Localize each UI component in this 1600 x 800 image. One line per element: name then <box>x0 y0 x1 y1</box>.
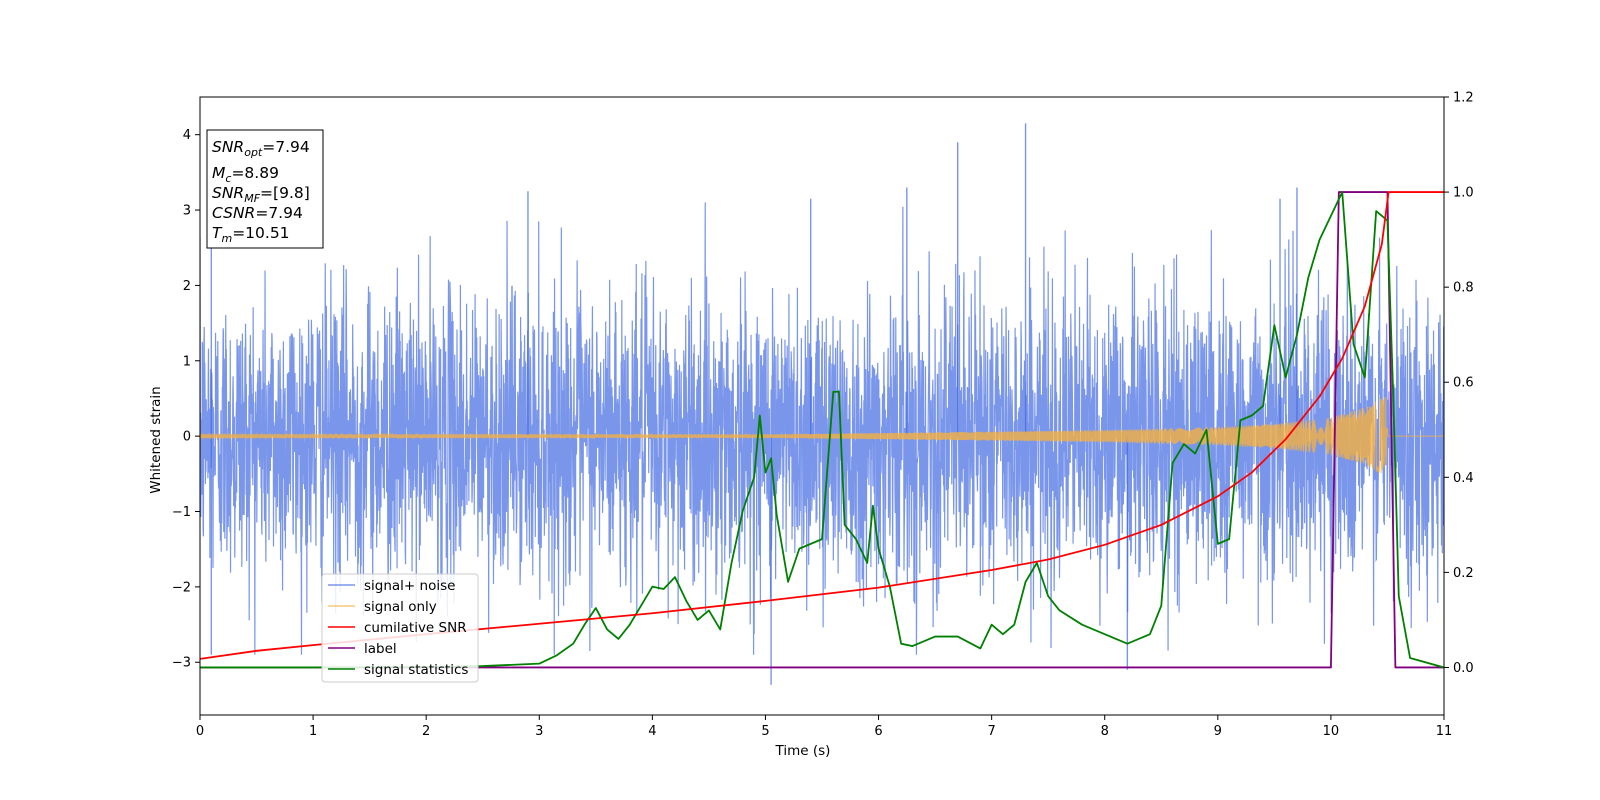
x-tick-label: 0 <box>196 724 204 739</box>
x-tick-label: 6 <box>874 724 882 739</box>
info-mc: Mc=8.89 <box>212 164 279 185</box>
y-left-tick-label: −3 <box>172 656 191 671</box>
info-snr-opt: SNRopt=7.94 <box>212 138 310 159</box>
series-label <box>200 191 1444 669</box>
info-tm: Tm=10.51 <box>212 224 290 245</box>
info-box: SNRopt=7.94 Mc=8.89 SNRMF=[9.8] CSNR=7.9… <box>206 129 324 249</box>
x-tick-label: 10 <box>1323 724 1340 739</box>
x-tick-label: 1 <box>309 724 317 739</box>
y-right-tick-label: 1.2 <box>1453 91 1474 106</box>
y-right-tick-label: 0.6 <box>1453 376 1474 391</box>
x-tick-label: 11 <box>1436 724 1453 739</box>
y-axis-label-left: Whitened strain <box>148 386 164 493</box>
info-csnr: CSNR=7.94 <box>212 204 303 222</box>
y-left-tick-label: −2 <box>172 580 191 595</box>
y-left-tick-label: 2 <box>183 279 191 294</box>
x-axis-label: Time (s) <box>775 743 831 759</box>
series-signal-only <box>200 397 1444 474</box>
series-signal-statistics <box>200 191 1444 669</box>
y-right-tick-label: 0.0 <box>1453 661 1474 676</box>
y-right-tick-label: 1.0 <box>1453 186 1474 201</box>
y-left-tick-label: 1 <box>183 354 191 369</box>
info-snr-mf: SNRMF=[9.8] <box>212 184 310 205</box>
y-right-tick-label: 0.2 <box>1453 566 1474 581</box>
y-left-tick-label: −1 <box>172 505 191 520</box>
x-tick-label: 7 <box>987 724 995 739</box>
x-tick-label: 2 <box>422 724 430 739</box>
axes-frame <box>199 96 1445 716</box>
legend-label-cumulative-snr: cumilative SNR <box>364 620 467 636</box>
plot-area <box>200 123 1444 685</box>
y-left-tick-label: 4 <box>183 128 191 143</box>
legend-label-signal-only: signal only <box>364 599 437 615</box>
legend-label-signal-statistics: signal statistics <box>364 662 468 678</box>
y-right-tick-label: 0.8 <box>1453 281 1474 296</box>
ticks: 0 1 2 3 4 5 6 7 8 9 10 11 −3 −2 −1 0 1 2 3 4 0.0 0.2 0.4 0.6 0.8… <box>172 91 1474 740</box>
y-right-tick-label: 0.4 <box>1453 471 1474 486</box>
axes <box>199 96 1445 716</box>
y-left-tick-label: 3 <box>183 204 191 219</box>
x-tick-label: 5 <box>761 724 769 739</box>
x-tick-label: 4 <box>648 724 656 739</box>
x-tick-label: 3 <box>535 724 543 739</box>
legend-label-signal-noise: signal+ noise <box>364 578 455 594</box>
x-tick-label: 9 <box>1214 724 1222 739</box>
y-left-tick-label: 0 <box>183 430 191 445</box>
legend: signal+ noise signal only cumilative SNR… <box>321 573 479 683</box>
legend-label-label: label <box>364 641 397 657</box>
x-tick-label: 8 <box>1101 724 1109 739</box>
